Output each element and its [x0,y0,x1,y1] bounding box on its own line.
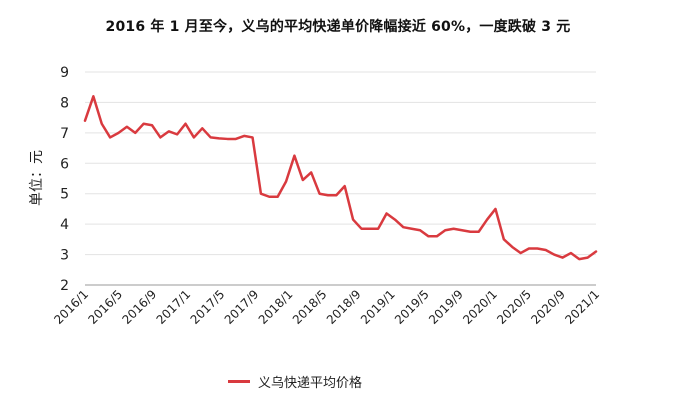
y-tick-label: 7 [60,126,69,142]
y-tick-label: 9 [60,65,69,81]
series-group [83,95,598,261]
legend: 义乌快递平均价格 [228,371,362,391]
x-tick-label: 2020/5 [494,287,534,327]
x-tick-label: 2016/5 [85,287,125,327]
series-line [83,95,598,261]
y-tick-label: 4 [60,217,69,233]
x-tick-label: 2017/5 [188,287,228,327]
x-tick-label: 2017/9 [222,287,262,327]
legend-swatch [228,379,250,383]
x-tick-label: 2020/9 [528,287,568,327]
chart-title: 2016 年 1 月至今，义乌的平均快递单价降幅接近 60%，一度跌破 3 元 [105,19,571,35]
gridlines [85,71,596,286]
x-tick-label: 2020/1 [460,287,500,327]
x-tick-label: 2019/9 [426,287,466,327]
y-tick-label: 5 [60,187,69,203]
legend-label: 义乌快递平均价格 [258,375,363,391]
y-tick-label: 3 [60,248,69,264]
y-axis-ticks: 2 3 4 5 6 7 8 9 [60,65,69,294]
y-tick-label: 2 [60,278,69,294]
y-tick-label: 8 [60,95,69,111]
x-tick-label: 2018/9 [324,287,364,327]
x-tick-label: 2019/5 [392,287,432,327]
x-tick-label: 2019/1 [358,287,398,327]
x-tick-label: 2021/1 [562,287,602,327]
x-tick-label: 2017/1 [154,287,194,327]
x-axis-ticks: 2016/12016/52016/92017/12017/52017/92018… [51,287,602,327]
x-tick-label: 2016/1 [51,287,91,327]
x-tick-label: 2018/1 [256,287,296,327]
x-tick-label: 2018/5 [290,287,330,327]
x-tick-label: 2016/9 [120,287,160,327]
y-tick-label: 6 [60,156,69,172]
